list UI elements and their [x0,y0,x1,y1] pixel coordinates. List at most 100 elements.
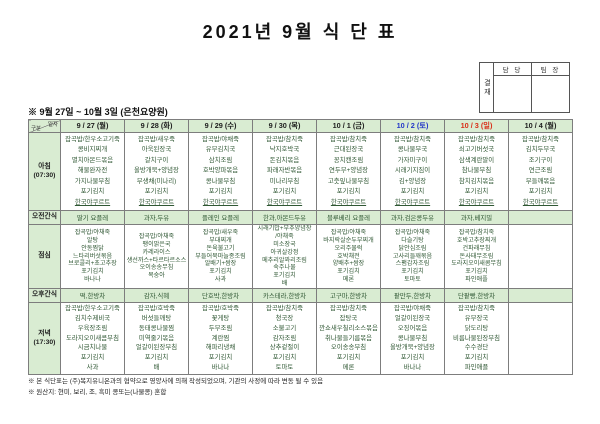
menu-item: 삼치조림 [208,156,233,164]
menu-item: 토마토 [404,275,421,283]
menu-item: 호박고추장찌개 [456,237,497,244]
menu-item: 포기김치 [464,188,489,196]
row-label-amsnack: 오전간식 [28,210,61,225]
menu-item: 고사리들깨볶음 [392,252,433,260]
menu-item: 잡곡밥/호박죽 [201,305,240,313]
approval-staff-header: 담 당 [494,63,531,76]
menu-item: 연근조림 [528,167,553,175]
menu-cell: 잡곡밥/야채죽 바지락살순두부찌개 오리주물럭 호박채전 양배추+쌈장 포기김치 메론 [316,224,381,289]
menu-item: 알탕 [86,237,99,244]
menu-item: 잡곡밥/한우소고기죽 [65,305,120,313]
menu-item: 메추리알꽈리조림 [262,256,307,264]
menu-item: 잡곡밥/참치죽 [265,136,304,144]
menu-item: 포기김치 [80,354,105,362]
approval-staff-signature-area [494,76,531,112]
menu-item: 배 [281,279,288,287]
menu-item: 소불고기 [272,324,297,332]
menu-item: 한국야쿠르트 [138,198,175,206]
menu-item: 돈사태무조림 [459,252,494,260]
menu-item: 가자미구이 [397,156,428,164]
date-range-subtitle: ※ 9월 27일 ~ 10월 3일 (은천요양원) [28,107,168,117]
approval-col-manager: 팀 장 [531,63,569,112]
menu-item: 부들어묵마늘종조림 [195,252,246,260]
menu-item: 숙주나물 [273,264,296,272]
menu-cell: 잡곡밥/야채죽 얼갈이된장국 오징어볶음 콩나물무침 올방개묵+양념장 포기김치 바나나 [380,302,445,375]
date-header: 10 / 4 (월) [508,119,573,133]
snack-cell: 블루베리 요플레 [316,210,381,225]
menu-item: 포기김치 [80,188,105,196]
menu-cell [508,224,573,289]
menu-item: 가지나물무침 [74,177,111,185]
menu-item: 잡곡밥/새우죽 [202,229,239,237]
page-title: 2021년 9월 식 단 표 [202,22,398,42]
menu-item: 포기김치 [400,354,425,362]
menu-item: 포기김치 [465,268,488,276]
approval-manager-signature-area [532,76,569,112]
date-header: 10 / 1 (금) [316,119,381,133]
menu-item: 올방개묵+양념장 [390,344,435,352]
menu-item: 멸치아몬드볶음 [71,156,114,164]
menu-item: 유부김치국 [205,146,236,154]
menu-item: 잡곡밥/참치죽 [329,305,368,313]
menu-item: 오리주물럭 [334,244,363,252]
menu-item: 낙지호박국 [269,146,300,154]
menu-item: /야채죽 [275,233,294,241]
menu-cell: 잡곡밥/새우죽 부대찌개 돈육불고기 부들어묵마늘종조림 알배기+쌈장 포기김치 사과 [188,224,253,289]
menu-item: 콩나물무침 [397,334,428,342]
menu-item: 취나물들기름볶음 [324,334,373,342]
menu-item: 부대찌개 [209,237,232,244]
menu-item: 잡곡밥/참치죽 [521,136,560,144]
menu-cell: 잡곡밥/야채죽 팽이맑은국 카레라이스 생선까스+타르타르소스 오이송송무침 복숭아 [124,224,189,289]
menu-item: 돈육불고기 [206,244,235,252]
menu-item: 잡곡밥/야채죽 [393,305,432,313]
menu-item: 미역줄기볶음 [138,334,175,342]
menu-item: 잡곡밥/야채죽 [394,229,431,237]
menu-item: 상추겉절이 [269,344,300,352]
menu-item: 느타리버섯볶음 [72,252,113,260]
menu-item: 포기김치 [400,188,425,196]
menu-cell: 잡곡밥/한우소고기죽 콩비지찌개 멸치아몬드볶음 해물완자전 가지나물무침 포기김치 한국야… [60,132,125,211]
snack-cell: 딸기 요플레 [60,210,125,225]
menu-cell: 잡곡밥/호박죽 꽃게탕 두부조림 계란찜 해파리냉채 포기김치 바나나 [188,302,253,375]
menu-cell: 잡곡밥/참치죽 호박고추장찌개 건파래무침 돈사태무조림 도라지오이새콤무침 포기김치 파인… [444,224,509,289]
menu-cell: 잡곡밥/참치죽 잡탕국 깐쇼새우칠리소스볶음 취나물들기름볶음 오이송송무침 포기김치 메론 [316,302,381,375]
meal-table: 일자 구분 9 / 27 (월) 9 / 28 (화) 9 / 29 (수) 9 / 30… [28,119,573,375]
menu-item: 호박채전 [337,252,360,260]
snack-cell [508,288,573,303]
menu-item: 바나나 [84,275,101,283]
menu-item: 시래기밥+부추양념장 [257,225,312,233]
menu-item: 파인애플 [465,275,488,283]
menu-item: 수수경단 [464,344,489,352]
menu-cell: 잡곡밥/호박죽 버섯들깨탕 동태콩나물찜 미역줄기볶음 얼갈이된장무침 포기김치 배 [124,302,189,375]
menu-item: 포기김치 [273,272,296,280]
menu-item: 고춧잎나물무침 [327,177,370,185]
meal-table-wrapper: 일자 구분 9 / 27 (월) 9 / 28 (화) 9 / 29 (수) 9 / 30… [28,119,573,375]
menu-item: 포기김치 [336,354,361,362]
menu-cell: 잡곡밥/야채죽 알탕 안동찜닭 느타리버섯볶음 브로콜리+초고추장 포기김치 바나나 [60,224,125,289]
menu-cell: 잡곡밥/참치죽 낙지호박국 돈김치볶음 파래자반볶음 미나리무침 포기김치 한국야쿠르트 [252,132,317,211]
menu-item: 꽃게탕 [211,315,230,322]
menu-item: 포기김치 [209,268,232,276]
menu-item: 청국장 [275,315,294,322]
menu-item: 무들깨볶음 [525,177,556,185]
menu-item: 김치두부국 [525,146,556,154]
menu-cell: 잡곡밥/참치죽 쇠고기버섯국 삼색계란말이 참나물무침 참치김치볶음 포기김치 한국야쿠르트 [444,132,509,211]
menu-item: 미소장국 [273,240,296,248]
corner-bottom-label: 구분 [31,126,42,132]
menu-item: 포기김치 [401,268,424,276]
menu-item: 오이송송무침 [330,344,367,352]
menu-item: 포기김치 [464,354,489,362]
menu-cell: 잡곡밥/한우소고기죽 김치수제비국 우육장조림 도라지오이새콤무침 시금치나물 포기김치 사… [60,302,125,375]
menu-item: 감자조림 [272,334,297,342]
snack-cell: 과자,두유 [124,210,189,225]
menu-cell [508,302,573,375]
menu-item: 카레라이스 [142,248,171,256]
menu-item: 알배기+쌈장 [204,260,237,268]
menu-item: 바나나 [211,363,230,371]
menu-item: 시금치나물 [77,344,108,352]
menu-item: 김+양념장 [398,177,427,185]
menu-item: 콩나물무침 [205,177,236,185]
menu-item: 토마토 [275,363,294,371]
menu-item: 닭안심조림 [398,244,427,252]
